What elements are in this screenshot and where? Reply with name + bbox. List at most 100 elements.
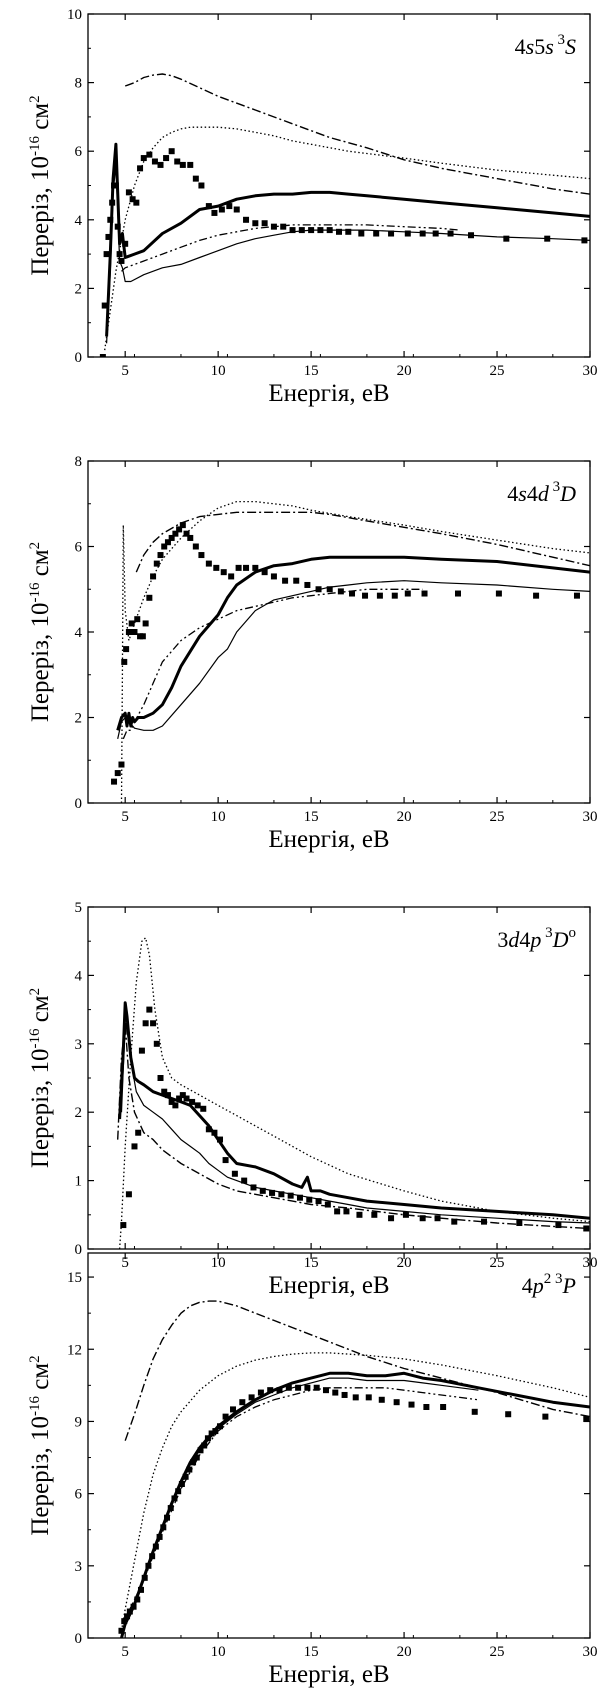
data-marker — [161, 543, 168, 550]
data-marker — [164, 1514, 171, 1521]
y-tick-label: 3 — [75, 1559, 83, 1575]
data-marker — [217, 1423, 224, 1430]
data-marker — [125, 629, 132, 635]
data-marker — [137, 1586, 144, 1593]
data-marker — [408, 1401, 415, 1408]
data-marker — [542, 1413, 549, 1420]
data-marker — [376, 592, 383, 599]
data-marker — [516, 1220, 523, 1227]
data-marker — [163, 155, 170, 162]
data-marker — [121, 658, 128, 665]
data-marker — [186, 1466, 193, 1473]
data-marker — [481, 1218, 488, 1225]
data-marker — [205, 203, 212, 210]
data-marker — [315, 586, 322, 593]
plot-frame — [87, 13, 591, 358]
data-marker — [248, 1394, 255, 1401]
data-marker — [402, 1211, 409, 1218]
data-marker — [205, 560, 212, 567]
data-marker — [193, 1454, 200, 1461]
data-marker — [343, 1208, 350, 1215]
data-marker — [118, 761, 125, 768]
plot-frame — [87, 460, 591, 804]
x-tick-label: 25 — [490, 1255, 505, 1271]
data-marker — [378, 1396, 385, 1403]
data-marker — [503, 235, 510, 242]
panel-4s4d-3D: 5 10 15 20 25 30 0 2 4 6 8 Енергія, еВ Переріз, 10-1… — [27, 454, 598, 853]
y-axis-title: Переріз, 10-16 см2 — [27, 988, 54, 1168]
data-marker — [146, 1006, 153, 1013]
x-tick-label: 5 — [121, 1644, 129, 1660]
data-marker — [404, 590, 411, 597]
y-tick-label: 3 — [75, 1037, 83, 1053]
x-tick-label: 10 — [211, 1644, 226, 1660]
data-marker — [295, 1384, 302, 1391]
data-marker — [267, 1387, 274, 1394]
y-tick-label: 2 — [75, 1105, 83, 1121]
data-marker — [111, 778, 118, 785]
data-marker — [278, 1191, 285, 1198]
y-tick-label: 15 — [67, 1270, 82, 1286]
y-tick-label: 4 — [75, 213, 83, 229]
data-marker — [581, 237, 588, 244]
data-marker — [468, 232, 475, 239]
data-marker — [231, 1170, 238, 1177]
data-marker — [190, 1459, 197, 1466]
y-tick-label: 9 — [75, 1414, 83, 1430]
data-marker — [192, 175, 199, 182]
data-marker — [334, 1208, 341, 1215]
data-marker — [208, 1430, 215, 1437]
data-marker — [171, 1495, 178, 1502]
data-marker — [99, 354, 106, 357]
data-marker — [533, 592, 540, 599]
data-marker — [332, 1389, 339, 1396]
data-marker — [176, 526, 183, 533]
data-marker — [419, 1215, 426, 1222]
x-tick-label: 15 — [304, 809, 319, 825]
y-tick-label: 8 — [75, 76, 83, 92]
data-marker — [222, 1413, 229, 1420]
data-marker — [131, 629, 138, 635]
x-tick-label: 5 — [121, 363, 129, 379]
series-line-dash-dot — [135, 511, 590, 573]
data-marker — [228, 573, 235, 580]
y-tick-label: 0 — [75, 796, 83, 812]
x-tick-label: 30 — [583, 1644, 598, 1660]
data-marker — [114, 223, 121, 230]
data-marker — [114, 770, 121, 777]
data-marker — [126, 1608, 133, 1615]
data-marker — [308, 227, 315, 234]
data-marker — [495, 590, 502, 597]
x-tick-label: 20 — [397, 363, 412, 379]
data-marker — [222, 1157, 229, 1164]
data-marker — [261, 220, 268, 227]
data-marker — [141, 1574, 148, 1581]
data-marker — [172, 1102, 179, 1109]
series-line-thin — [120, 1022, 590, 1224]
data-marker — [388, 230, 395, 237]
data-marker — [109, 199, 116, 206]
series-line-dash-dot-dot — [122, 588, 423, 740]
y-tick-label: 4 — [75, 625, 83, 641]
data-marker — [139, 633, 146, 640]
panel-4s5s-3S: 5 10 15 20 25 30 0 2 4 6 8 10 Енергія, еВ Переріз, 10… — [27, 7, 598, 407]
data-marker — [423, 1404, 430, 1410]
data-marker — [583, 1225, 590, 1232]
data-marker — [164, 1092, 171, 1099]
data-marker — [134, 1596, 141, 1603]
data-marker — [322, 1387, 329, 1394]
data-marker — [124, 1613, 131, 1620]
data-marker — [161, 1088, 168, 1095]
data-marker — [326, 586, 333, 593]
data-marker — [179, 1092, 186, 1099]
data-marker — [296, 1194, 303, 1201]
x-tick-label: 5 — [121, 809, 129, 825]
data-marker — [146, 594, 153, 601]
data-marker — [235, 564, 242, 571]
data-marker — [138, 1047, 145, 1054]
data-marker — [252, 220, 259, 227]
data-marker — [133, 199, 140, 206]
data-marker — [187, 161, 194, 168]
